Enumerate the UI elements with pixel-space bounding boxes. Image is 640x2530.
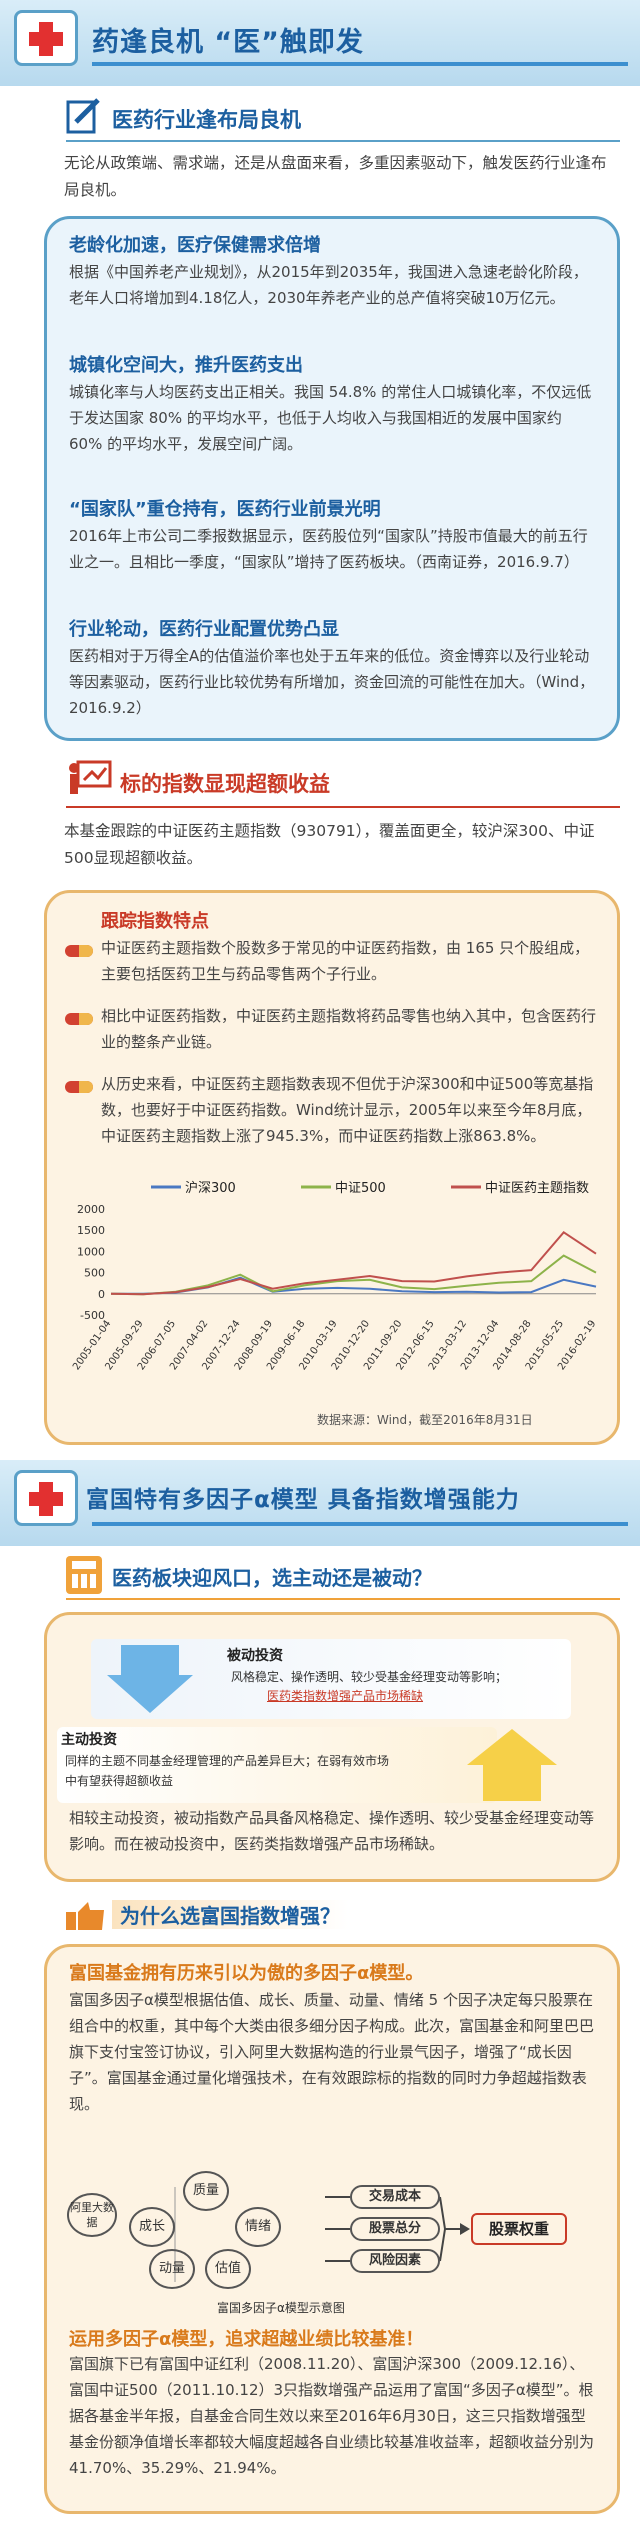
point4-heading: 行业轮动，医药行业配置优势凸显 <box>69 619 339 640</box>
y-tick-label: 2000 <box>77 1203 105 1216</box>
node-sentiment: 情绪 <box>235 2207 281 2247</box>
index-features-box: 跟踪指数特点 中证医药主题指数个股数多于常见的中证医药指数，由 165 只个股组… <box>44 890 620 1445</box>
section3-sub1: 医药板块迎风口，选主动还是被动？ <box>112 1566 432 1590</box>
section1-subtitle: 医药行业逢布局良机 <box>112 108 301 132</box>
section1-intro: 无论从政策端、需求端，还是从盘面来看，多重因素驱动下，触发医药行业逢布局良机。 <box>64 154 607 199</box>
section1-title: 药逢良机 “医”触即发 <box>92 27 364 58</box>
node-stock-weight: 股票权重 <box>471 2213 567 2245</box>
down-arrow-icon <box>107 1645 193 1719</box>
pill-icon <box>65 1081 93 1093</box>
diagram-caption: 富国多因子α模型示意图 <box>217 2301 345 2315</box>
node-trading-cost: 交易成本 <box>350 2185 440 2209</box>
node-valuation: 估值 <box>205 2249 251 2289</box>
section2-subtitle: 标的指数显现超额收益 <box>120 772 330 796</box>
up-arrow-icon <box>467 1729 557 1805</box>
subtitle-underline <box>66 806 620 808</box>
active-card <box>57 1727 497 1803</box>
subtitle-underline <box>66 140 620 142</box>
invest-compare-box: 被动投资 风格稳定、操作透明、较少受基金经理变动等影响； 医药类指数增强产品市场… <box>44 1612 620 1882</box>
features-title: 跟踪指数特点 <box>101 911 209 932</box>
feature2: 相比中证医药指数，中证医药主题指数将药品零售也纳入其中，包含医药行业的整条产业链… <box>101 1007 597 1051</box>
why-box: 富国基金拥有历来引以为傲的多因子α模型。 富国多因子α模型根据估值、成长、质量、… <box>44 1944 620 2514</box>
point3-body: 2016年上市公司二季报数据显示，医药股位列“国家队”持股市值最大的前五行业之一… <box>69 527 588 571</box>
factor-diagram: 阿里大数据 成长 质量 情绪 动量 估值 交易成本 股票总分 风险因素 股票权重 <box>65 2167 585 2297</box>
data-source: 数据来源：Wind，截至2016年8月31日 <box>317 1413 533 1427</box>
reasons-box: 老龄化加速，医疗保健需求倍增 根据《中国养老产业规划》，从2015年到2035年… <box>44 216 620 741</box>
thumbs-up-icon <box>66 1900 106 1930</box>
active-body: 同样的主题不同基金经理管理的产品差异巨大；在弱有效市场中有望获得超额收益 <box>65 1754 390 1788</box>
presentation-icon <box>66 758 114 802</box>
result-body: 富国旗下已有富国中证红利（2008.11.20）、富国沪深300（2009.12… <box>69 2355 595 2477</box>
divider <box>92 62 628 66</box>
legend-label: 中证医药主题指数 <box>485 1181 589 1196</box>
node-ali: 阿里大数据 <box>67 2193 117 2237</box>
passive-red: 医药类指数增强产品市场稀缺 <box>267 1689 424 1703</box>
y-tick-label: 500 <box>84 1267 105 1280</box>
y-tick-label: -500 <box>80 1309 105 1322</box>
index-performance-chart: 沪深300 中证500 中证医药主题指数-500050010001500200020… <box>71 1180 598 1372</box>
model-heading: 富国基金拥有历来引以为傲的多因子α模型。 <box>69 1963 424 1984</box>
point4-body: 医药相对于万得全A的估值溢价率也处于五年来的低位。资金博弈以及行业轮动等因素驱动… <box>69 647 595 717</box>
section1-header: 药逢良机 “医”触即发 <box>0 0 640 86</box>
passive-title: 被动投资 <box>227 1648 283 1664</box>
node-momentum: 动量 <box>149 2249 195 2289</box>
calculator-icon <box>66 1556 102 1594</box>
point2-heading: 城镇化空间大，推升医药支出 <box>69 355 303 376</box>
compare-text: 相较主动投资，被动指数产品具备风格稳定、操作透明、较少受基金经理变动等影响。而在… <box>69 1809 595 1853</box>
section3-title: 富国特有多因子α模型 具备指数增强能力 <box>86 1487 520 1513</box>
series-line <box>110 1230 597 1296</box>
section3-sub2: 为什么选富国指数增强？ <box>112 1900 348 1929</box>
subtitle-underline <box>66 1598 620 1600</box>
point2-body: 城镇化率与人均医药支出正相关。我国 54.8% 的常住人口城镇化率，不仅远低于发… <box>69 383 592 453</box>
point3-heading: “国家队”重仓持有，医药行业前景光明 <box>69 499 381 520</box>
node-growth: 成长 <box>129 2207 175 2247</box>
passive-body: 风格稳定、操作透明、较少受基金经理变动等影响； <box>231 1670 508 1684</box>
medical-kit-icon <box>14 1470 78 1526</box>
point1-body: 根据《中国养老产业规划》，从2015年到2035年，我国进入急速老龄化阶段，老年… <box>69 263 588 307</box>
result-heading: 运用多因子α模型，追求超越业绩比较基准！ <box>69 2329 424 2350</box>
node-risk: 风险因素 <box>350 2249 440 2273</box>
divider <box>92 1522 628 1526</box>
model-body: 富国多因子α模型根据估值、成长、质量、动量、情绪 5 个因子决定每只股票在组合中… <box>69 1991 595 2113</box>
section3-header: 富国特有多因子α模型 具备指数增强能力 <box>0 1460 640 1546</box>
legend-label: 沪深300 <box>185 1180 236 1196</box>
pencil-doc-icon <box>66 96 102 136</box>
node-quality: 质量 <box>183 2171 229 2211</box>
legend-label: 中证500 <box>335 1181 386 1196</box>
point1-heading: 老龄化加速，医疗保健需求倍增 <box>69 235 321 256</box>
pill-icon <box>65 945 93 957</box>
pill-icon <box>65 1013 93 1025</box>
section2-intro: 本基金跟踪的中证医药主题指数（930791），覆盖面更全，较沪深300、中证50… <box>64 822 595 867</box>
series-line <box>110 1254 597 1296</box>
y-tick-label: 1000 <box>77 1245 105 1258</box>
feature3: 从历史来看，中证医药主题指数表现不但优于沪深300和中证500等宽基指数，也要好… <box>101 1075 594 1145</box>
medical-kit-icon <box>14 10 78 66</box>
y-tick-label: 0 <box>98 1288 105 1301</box>
feature1: 中证医药主题指数个股数多于常见的中证医药指数，由 165 只个股组成，主要包括医… <box>101 939 590 983</box>
active-title: 主动投资 <box>61 1732 117 1748</box>
y-tick-label: 1500 <box>77 1224 105 1237</box>
node-total-score: 股票总分 <box>350 2217 440 2241</box>
